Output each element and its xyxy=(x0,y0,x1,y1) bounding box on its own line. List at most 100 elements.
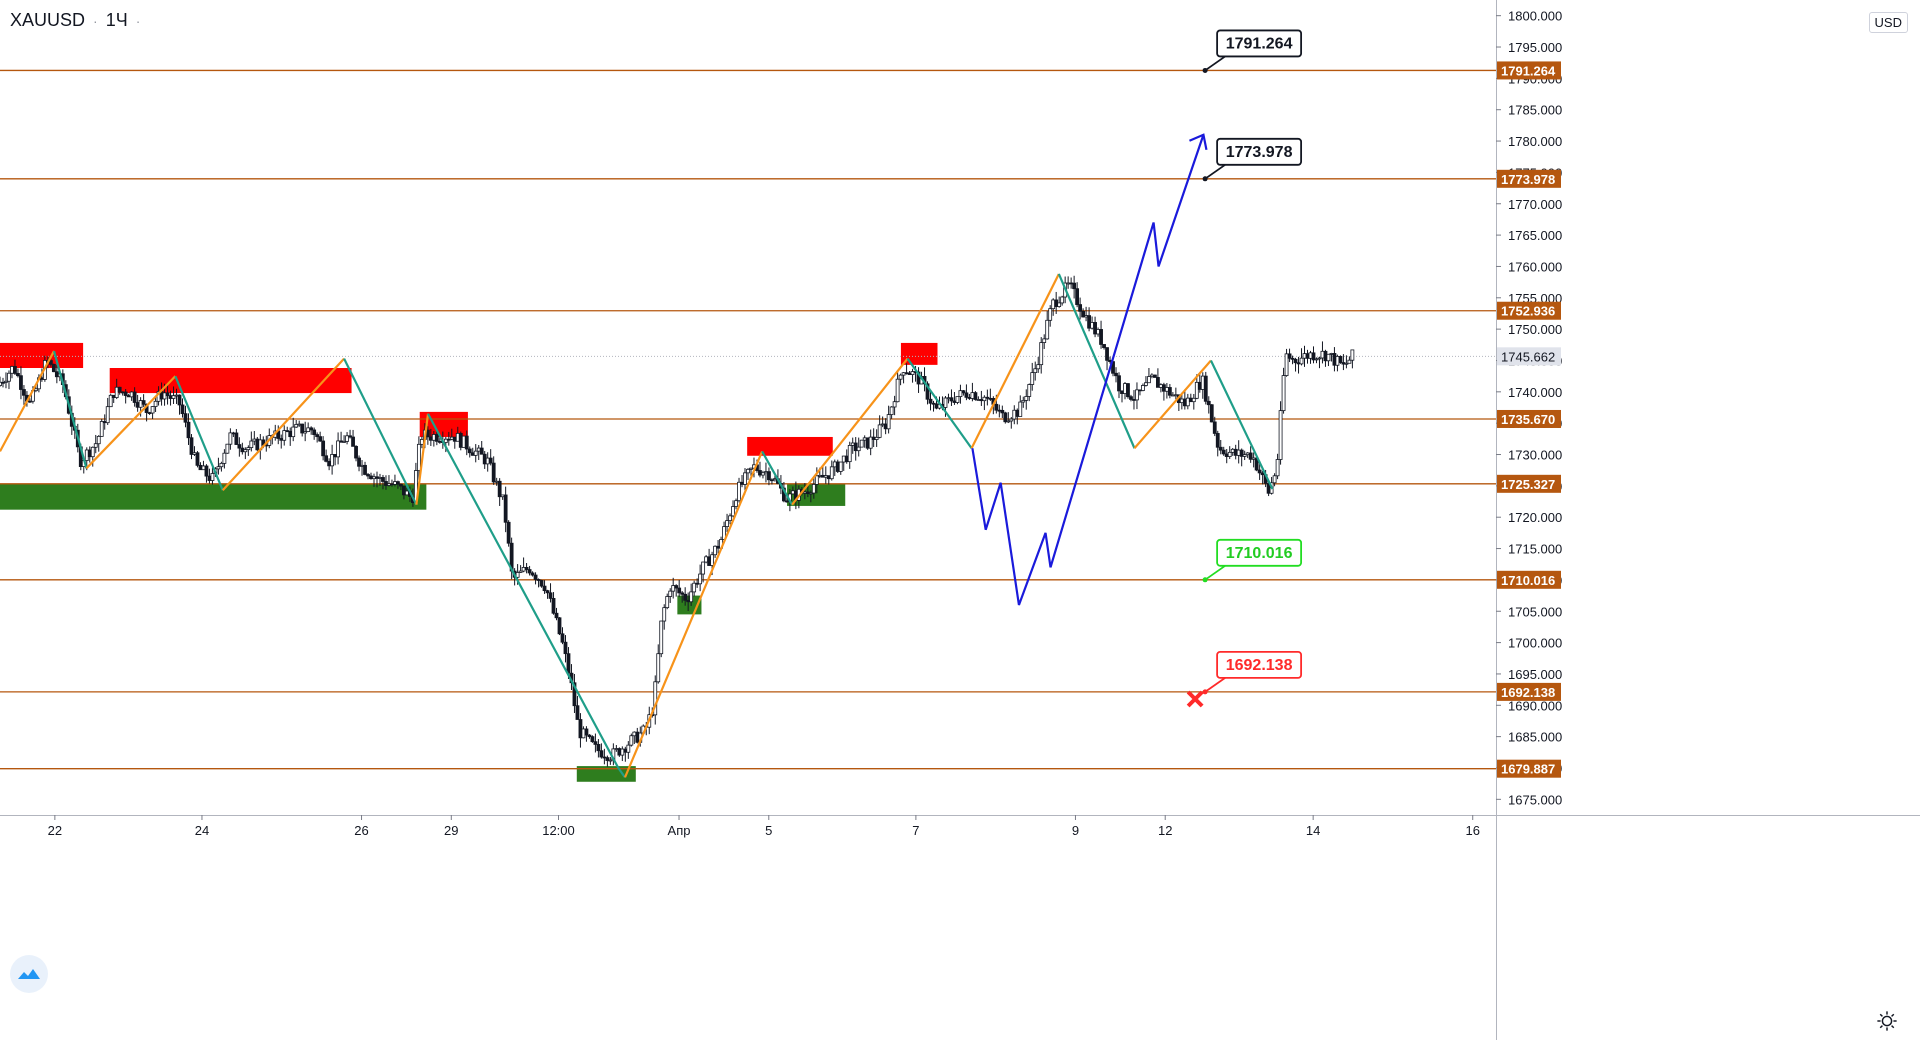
candle-body xyxy=(557,617,562,635)
candle-body xyxy=(823,475,828,478)
price-axis[interactable]: 1675.0001680.0001685.0001690.0001695.000… xyxy=(1496,0,1920,1040)
candle-body xyxy=(1248,452,1253,460)
candle-body xyxy=(312,429,317,435)
candle-body xyxy=(707,556,712,566)
level-price-tag xyxy=(1497,474,1561,493)
zigzag-segment xyxy=(85,375,177,470)
callout-pointer xyxy=(1204,55,1226,72)
candle-body xyxy=(183,413,188,423)
level-labels-layer: 1791.264 1773.978 1752.936 1735.670 1725.327… xyxy=(1497,61,1561,778)
price-tick-label: 1705.000 xyxy=(1508,604,1562,619)
candle-body xyxy=(285,430,290,433)
candle-body xyxy=(886,414,891,430)
currency-badge[interactable]: USD xyxy=(1868,12,1908,33)
level-price-tag-label: 1710.016 xyxy=(1501,573,1555,588)
candle-body xyxy=(1153,374,1157,378)
candle-body xyxy=(677,587,682,594)
candle-body xyxy=(384,481,388,486)
candle-body xyxy=(114,386,119,398)
candle-body xyxy=(713,545,717,556)
candle-body xyxy=(162,392,167,400)
candle-body xyxy=(970,392,975,399)
candle-body xyxy=(10,366,14,374)
candle-body xyxy=(653,681,658,716)
candle-body xyxy=(1251,457,1256,460)
stop-x-icon xyxy=(1186,690,1204,708)
candle-body xyxy=(360,464,364,467)
candle-body xyxy=(93,443,98,448)
candle-body xyxy=(982,396,987,402)
candle-body xyxy=(494,480,499,483)
candle-body xyxy=(1132,399,1136,401)
candle-body xyxy=(862,437,867,441)
candle-body xyxy=(686,599,691,603)
candle-body xyxy=(784,500,789,503)
candle-body xyxy=(1203,375,1208,402)
candle-body xyxy=(973,392,978,400)
candle-body xyxy=(1105,347,1109,361)
candle-body xyxy=(910,371,915,375)
candle-body xyxy=(934,403,939,409)
candle-body xyxy=(1293,358,1298,364)
candle-body xyxy=(617,748,622,756)
candle-body xyxy=(853,442,858,452)
logo-icon[interactable] xyxy=(10,955,48,993)
price-tick-label: 1795.000 xyxy=(1508,40,1562,55)
candle-body xyxy=(1087,315,1091,329)
candle-body xyxy=(1066,282,1071,285)
candle-body xyxy=(1072,282,1077,290)
candle-body xyxy=(946,397,951,400)
candle-body xyxy=(1138,389,1142,392)
candle-body xyxy=(1,381,5,384)
candle-body xyxy=(1227,451,1232,457)
price-tick-label: 1780.000 xyxy=(1508,134,1562,149)
candle-body xyxy=(1218,446,1223,451)
candle-body xyxy=(1290,357,1295,360)
price-tick-label: 1715.000 xyxy=(1508,542,1562,557)
candle-body xyxy=(7,372,11,382)
candle-body xyxy=(671,585,676,592)
candle-body xyxy=(171,395,176,399)
zigzag-segment xyxy=(0,350,55,452)
last-price-tag xyxy=(1497,347,1561,366)
candle-body xyxy=(1024,396,1029,401)
time-tick-label: Апр xyxy=(668,823,691,838)
time-axis[interactable]: 22 24 26 29 12:00 Апр 5 7 9 12 14 16 xyxy=(0,815,1920,838)
candle-body xyxy=(4,380,8,383)
candle-body xyxy=(1009,418,1014,422)
settings-gear-icon[interactable] xyxy=(1876,1010,1898,1032)
candle-body xyxy=(761,472,765,476)
callout-pointer xyxy=(1204,677,1226,693)
candle-body xyxy=(877,424,882,438)
candle-body xyxy=(868,436,873,449)
candle-body xyxy=(1347,359,1352,364)
callout-label: 1773.978 xyxy=(1226,144,1293,161)
candle-body xyxy=(743,472,747,485)
interval-label[interactable]: 1Ч xyxy=(105,10,128,30)
candle-body xyxy=(141,400,146,405)
candle-body xyxy=(695,582,700,585)
candle-body xyxy=(623,748,628,753)
zigzag-segment xyxy=(617,767,626,779)
candles-layer xyxy=(0,275,1355,767)
candle-body xyxy=(372,476,376,480)
candle-body xyxy=(375,476,379,479)
candle-body xyxy=(446,438,451,441)
candle-body xyxy=(856,446,861,452)
candle-body xyxy=(120,391,125,394)
candle-body xyxy=(348,435,352,438)
price-tick-label: 1685.000 xyxy=(1508,730,1562,745)
candle-body xyxy=(892,401,897,408)
candle-body xyxy=(324,455,329,462)
candle-body xyxy=(1003,412,1008,423)
candle-body xyxy=(0,381,2,386)
candle-body xyxy=(357,457,361,467)
candle-body xyxy=(572,682,577,707)
symbol-info[interactable]: XAUUSD · 1Ч · xyxy=(10,10,140,31)
candle-body xyxy=(246,447,251,451)
price-tick-label: 1690.000 xyxy=(1508,698,1562,713)
time-tick-label: 5 xyxy=(765,823,772,838)
candle-body xyxy=(291,426,296,438)
candle-body xyxy=(626,744,631,753)
